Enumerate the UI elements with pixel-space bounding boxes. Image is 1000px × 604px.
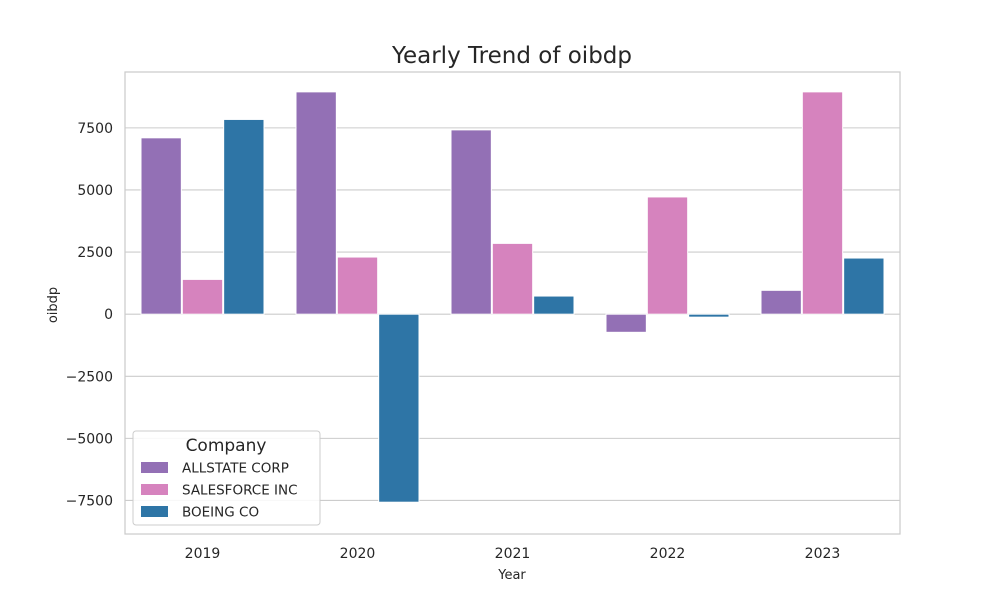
legend-label: ALLSTATE CORP bbox=[182, 461, 289, 477]
y-tick-label: 7500 bbox=[77, 121, 113, 137]
x-axis-title: Year bbox=[497, 568, 526, 583]
legend: Company ALLSTATE CORP SALESFORCE INC BOEIN… bbox=[132, 430, 321, 526]
bar-salesforce-inc-2021 bbox=[491, 242, 534, 315]
y-axis-title: oibdp bbox=[46, 287, 61, 323]
legend-label: BOEING CO bbox=[182, 505, 259, 521]
bar-boeing-co-2021 bbox=[533, 295, 575, 315]
x-tick-label: 2022 bbox=[650, 546, 686, 562]
bar-boeing-co-2019 bbox=[223, 118, 265, 315]
bar-salesforce-inc-2022 bbox=[646, 196, 689, 315]
bar-salesforce-inc-2019 bbox=[181, 278, 224, 315]
x-tick-label: 2023 bbox=[805, 546, 841, 562]
x-ticks: 2019 2020 2021 2022 2023 bbox=[185, 546, 841, 562]
y-tick-label: −2500 bbox=[66, 369, 113, 385]
y-tick-label: −5000 bbox=[66, 431, 113, 447]
x-tick-label: 2021 bbox=[495, 546, 531, 562]
x-tick-label: 2020 bbox=[340, 546, 376, 562]
bar-boeing-co-2023 bbox=[843, 257, 885, 315]
bar-allstate-corp-2022 bbox=[605, 313, 647, 333]
bar-salesforce-inc-2020 bbox=[336, 256, 379, 315]
bar-salesforce-inc-2023 bbox=[801, 91, 844, 315]
chart-title: Yearly Trend of oibdp bbox=[391, 43, 632, 69]
y-tick-label: 0 bbox=[104, 307, 113, 323]
legend-label: SALESFORCE INC bbox=[182, 483, 298, 499]
y-tick-label: 5000 bbox=[77, 183, 113, 199]
plot-frame bbox=[124, 71, 901, 535]
legend-box bbox=[132, 430, 321, 526]
legend-swatch bbox=[141, 484, 168, 495]
legend-swatch bbox=[141, 506, 168, 517]
y-tick-label: 2500 bbox=[77, 245, 113, 261]
bar-boeing-co-2020 bbox=[378, 313, 420, 503]
x-tick-label: 2019 bbox=[185, 546, 221, 562]
bar-allstate-corp-2021 bbox=[450, 129, 492, 315]
legend-entries: ALLSTATE CORP SALESFORCE INC BOEING CO bbox=[141, 461, 298, 521]
y-ticks: −7500 −5000 −2500 0 2500 5000 7500 bbox=[66, 121, 113, 510]
y-tick-label: −7500 bbox=[66, 493, 113, 509]
bar-boeing-co-2022 bbox=[688, 313, 730, 318]
bar-allstate-corp-2023 bbox=[760, 289, 802, 315]
bars bbox=[140, 91, 885, 503]
bar-allstate-corp-2019 bbox=[140, 137, 182, 315]
bar-allstate-corp-2020 bbox=[295, 91, 337, 315]
legend-swatch bbox=[141, 462, 168, 473]
legend-title: Company bbox=[186, 436, 267, 456]
